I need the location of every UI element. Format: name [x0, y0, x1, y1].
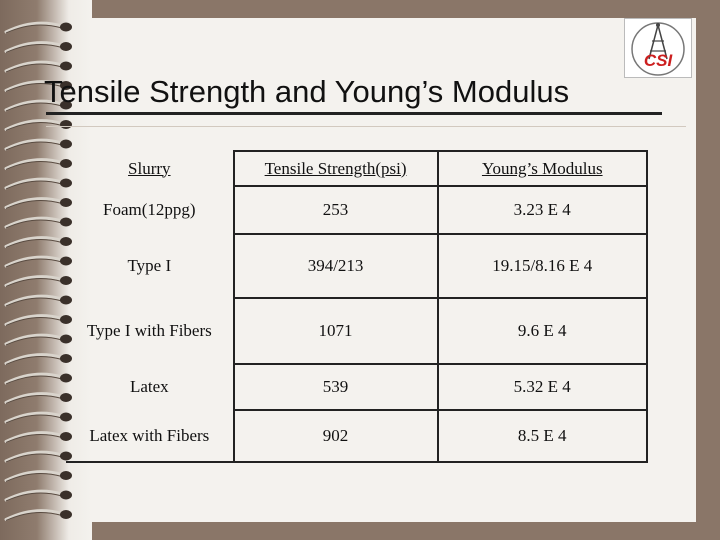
table-row: Latex 539 5.32 E 4	[66, 364, 648, 411]
divider	[46, 126, 686, 127]
spiral-binding-icon	[4, 21, 72, 521]
header-slurry: Slurry	[128, 158, 171, 178]
cell-slurry: Latex	[129, 377, 169, 396]
slide-title: Tensile Strength and Young’s Modulus	[44, 74, 570, 109]
properties-table: Slurry Tensile Strength(psi) Young’s Mod…	[66, 150, 648, 463]
cell-tensile: 902	[232, 410, 439, 463]
table-row: Foam(12ppg) 253 3.23 E 4	[66, 186, 648, 235]
cell-tensile: 1071	[232, 297, 439, 365]
header-youngs-modulus: Young’s Modulus	[437, 150, 648, 187]
header-tensile-strength: Tensile Strength(psi)	[232, 150, 439, 187]
cell-modulus: 8.5 E 4	[437, 410, 648, 463]
cell-modulus: 9.6 E 4	[437, 298, 648, 365]
table-row: Type I with Fibers 1071 9.6 E 4	[66, 297, 648, 365]
cell-tensile: 394/213	[232, 234, 439, 299]
cell-tensile: 253	[232, 186, 439, 235]
table-row: Latex with Fibers 902 8.5 E 4	[66, 410, 648, 463]
cell-slurry: Latex with Fibers	[66, 410, 234, 463]
table-row: Type I 394/213 19.15/8.16 E 4	[66, 234, 648, 299]
cell-modulus: 19.15/8.16 E 4	[437, 234, 648, 299]
logo-text: CSI	[644, 51, 674, 70]
cell-modulus: 5.32 E 4	[437, 364, 648, 411]
cell-slurry: Foam(12ppg)	[103, 200, 196, 219]
cell-tensile: 539	[232, 364, 439, 411]
table-header-row: Slurry Tensile Strength(psi) Young’s Mod…	[66, 150, 648, 187]
cell-slurry: Type I	[127, 256, 172, 275]
csi-logo-icon: CSI	[624, 18, 692, 78]
title-underline	[46, 112, 662, 115]
cell-modulus: 3.23 E 4	[437, 186, 648, 235]
cell-slurry: Type I with Fibers	[86, 321, 212, 340]
